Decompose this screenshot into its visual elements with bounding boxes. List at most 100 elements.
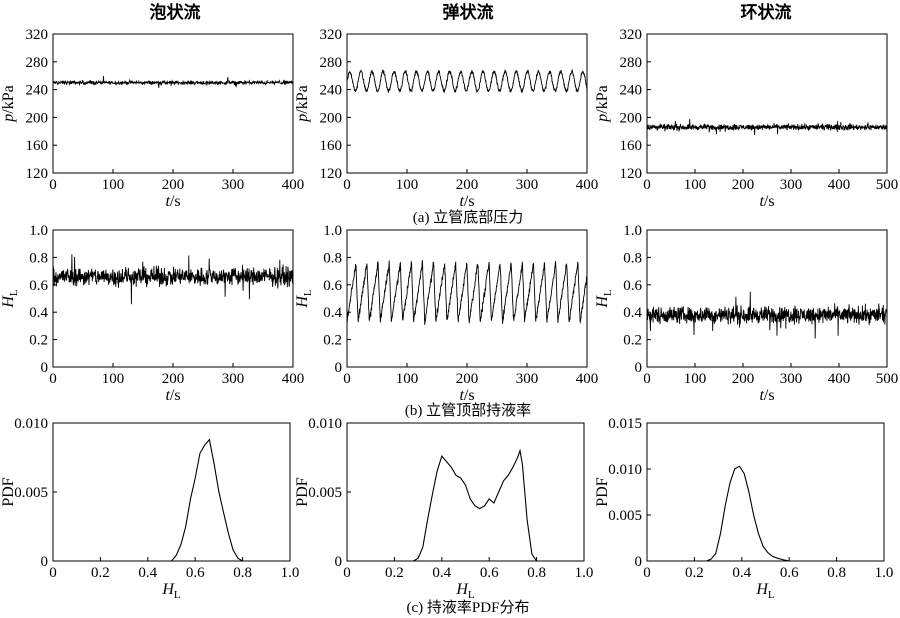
x-tick-label: 300 bbox=[780, 177, 803, 193]
x-tick-label: 200 bbox=[456, 371, 479, 387]
y-axis-label: HL bbox=[594, 289, 614, 309]
x-tick-label: 200 bbox=[162, 177, 185, 193]
x-tick-label: 0.4 bbox=[732, 565, 751, 581]
x-tick-label: 0 bbox=[643, 371, 651, 387]
y-tick-label: 0 bbox=[41, 360, 49, 376]
plot-frame bbox=[52, 422, 291, 562]
x-tick-label: 300 bbox=[516, 177, 539, 193]
y-tick-label: 0 bbox=[635, 360, 643, 376]
x-tick-label: 0.6 bbox=[186, 565, 205, 581]
x-tick-label: 0.2 bbox=[385, 565, 404, 581]
x-tick-label: 0.8 bbox=[527, 565, 546, 581]
y-tick-label: 0.2 bbox=[623, 333, 642, 349]
y-tick-label: 320 bbox=[320, 27, 343, 43]
y-axis-label: p/kPa bbox=[0, 85, 17, 122]
x-tick-label: 300 bbox=[780, 371, 803, 387]
x-tick-label: 0.6 bbox=[780, 565, 799, 581]
y-tick-label: 320 bbox=[26, 27, 49, 43]
x-axis-label: t/s bbox=[759, 387, 774, 404]
x-tick-label: 400 bbox=[828, 177, 851, 193]
series-line bbox=[171, 438, 243, 562]
column-title-annular: 环状流 bbox=[741, 2, 792, 23]
x-tick-label: 200 bbox=[162, 371, 185, 387]
y-tick-label: 0.8 bbox=[623, 250, 642, 266]
x-tick-label: 0 bbox=[343, 177, 351, 193]
y-tick-label: 160 bbox=[26, 138, 49, 154]
y-tick-label: 0.8 bbox=[323, 250, 342, 266]
x-tick-label: 0 bbox=[49, 371, 57, 387]
y-tick-label: 120 bbox=[320, 166, 343, 182]
y-tick-label: 240 bbox=[620, 83, 643, 99]
y-tick-label: 240 bbox=[26, 83, 49, 99]
plot-frame bbox=[52, 33, 294, 174]
series-line bbox=[52, 75, 294, 88]
y-tick-label: 0.2 bbox=[29, 333, 48, 349]
x-tick-label: 0.4 bbox=[138, 565, 157, 581]
y-tick-label: 0.8 bbox=[29, 250, 48, 266]
x-tick-label: 0 bbox=[343, 565, 351, 581]
x-axis-label: t/s bbox=[759, 193, 774, 210]
y-tick-label: 0.010 bbox=[308, 416, 342, 432]
chart-b2: 0 100 200 300 400 0 0.2 0.4 0.6 0.8 1.0 t/s HL bbox=[294, 223, 598, 404]
y-axis-label: HL bbox=[294, 289, 314, 309]
chart-c3: 0 0.2 0.4 0.6 0.8 1.0 0 0.005 0.010 0.015 HL PDF bbox=[594, 416, 893, 601]
chart-panels: 0 100 200 300 400 120 160 200 240 280 320 t/s p/kPa 0… bbox=[0, 27, 898, 601]
y-axis-label: p/kPa bbox=[294, 85, 311, 122]
column-title-slug: 弹状流 bbox=[443, 2, 494, 23]
x-axis-label: HL bbox=[161, 581, 181, 601]
y-tick-label: 280 bbox=[620, 55, 643, 71]
chart-a3: 0 100 200 300 400 500 120 160 200 240 280 320 t/s p/k… bbox=[594, 27, 898, 210]
chart-c2: 0 0.2 0.4 0.6 0.8 1.0 0 0.005 0.010 HL PDF bbox=[294, 416, 593, 601]
y-tick-label: 0.010 bbox=[14, 416, 48, 432]
x-tick-label: 0.2 bbox=[685, 565, 704, 581]
series-line bbox=[706, 465, 790, 562]
x-tick-label: 0 bbox=[643, 177, 651, 193]
y-tick-label: 0 bbox=[335, 554, 343, 570]
x-axis-label: t/s bbox=[459, 193, 474, 210]
x-tick-label: 500 bbox=[876, 371, 899, 387]
x-tick-label: 0 bbox=[49, 565, 57, 581]
series-line bbox=[646, 291, 888, 339]
y-tick-label: 320 bbox=[620, 27, 643, 43]
x-tick-label: 100 bbox=[102, 177, 125, 193]
plot-frame bbox=[346, 422, 585, 562]
y-tick-label: 120 bbox=[26, 166, 49, 182]
x-axis-label: HL bbox=[455, 581, 475, 601]
x-tick-label: 0 bbox=[643, 565, 651, 581]
y-tick-label: 0.6 bbox=[323, 278, 342, 294]
x-tick-label: 400 bbox=[282, 177, 305, 193]
y-axis-label: HL bbox=[0, 289, 20, 309]
y-tick-label: 0.010 bbox=[608, 462, 642, 478]
x-tick-label: 0 bbox=[49, 177, 57, 193]
chart-c1: 0 0.2 0.4 0.6 0.8 1.0 0 0.005 0.010 HL PDF bbox=[0, 416, 299, 601]
plot-frame bbox=[646, 33, 888, 174]
y-tick-label: 0.005 bbox=[14, 485, 48, 501]
x-tick-label: 200 bbox=[456, 177, 479, 193]
y-tick-label: 200 bbox=[26, 110, 49, 126]
caption-c: (c) 持液率PDF分布 bbox=[407, 599, 530, 616]
series-line bbox=[52, 254, 294, 305]
x-tick-label: 0.4 bbox=[432, 565, 451, 581]
x-axis-label: t/s bbox=[165, 387, 180, 404]
x-tick-label: 0 bbox=[343, 371, 351, 387]
x-tick-label: 400 bbox=[576, 371, 599, 387]
y-axis-label: PDF bbox=[0, 477, 17, 506]
series-line bbox=[346, 259, 588, 325]
x-tick-label: 1.0 bbox=[575, 565, 594, 581]
x-tick-label: 400 bbox=[282, 371, 305, 387]
y-tick-label: 0 bbox=[335, 360, 343, 376]
x-tick-label: 300 bbox=[516, 371, 539, 387]
x-axis-label: t/s bbox=[165, 193, 180, 210]
y-tick-label: 0.4 bbox=[623, 305, 642, 321]
x-tick-label: 200 bbox=[732, 371, 755, 387]
plot-frame bbox=[646, 422, 885, 562]
column-title-bubbly: 泡状流 bbox=[150, 2, 201, 23]
chart-b3: 0 100 200 300 400 500 0 0.2 0.4 0.6 0.8 1.0 t/s HL bbox=[594, 223, 898, 404]
y-tick-label: 1.0 bbox=[323, 223, 342, 239]
y-tick-label: 1.0 bbox=[623, 223, 642, 239]
series-line bbox=[646, 119, 888, 136]
y-tick-label: 0.2 bbox=[323, 333, 342, 349]
caption-a: (a) 立管底部压力 bbox=[413, 209, 523, 226]
y-tick-label: 0.005 bbox=[308, 485, 342, 501]
x-tick-label: 0.6 bbox=[480, 565, 499, 581]
